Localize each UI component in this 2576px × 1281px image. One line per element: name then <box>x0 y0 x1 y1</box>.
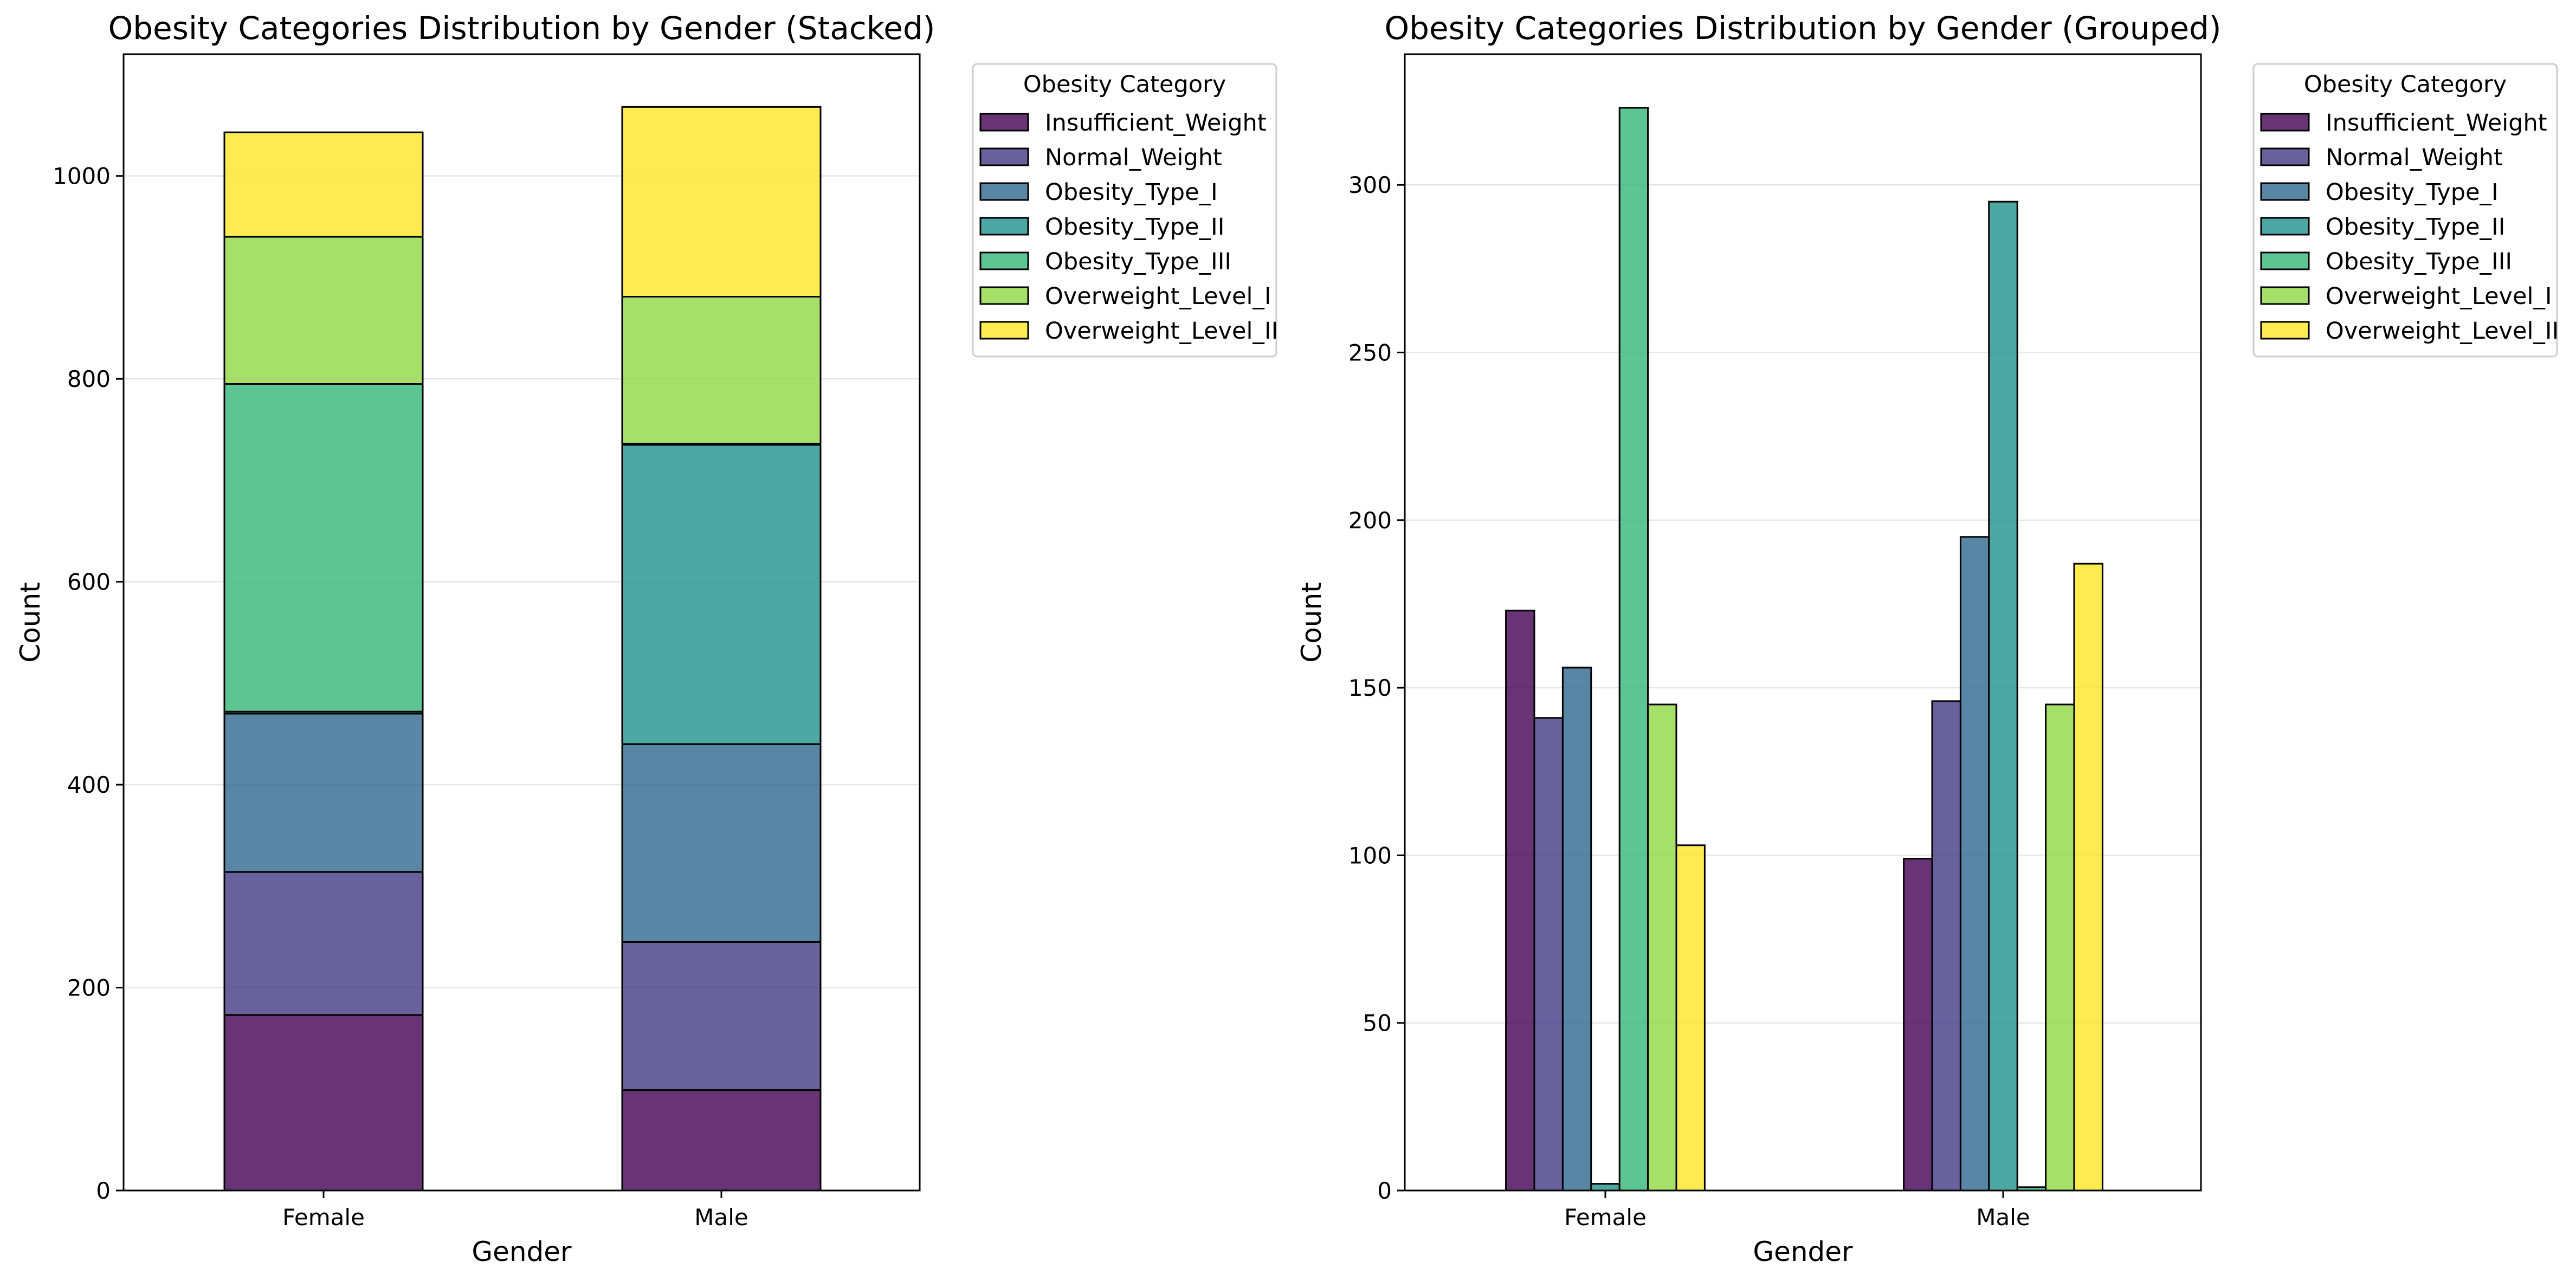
legend-label-insufficient-weight: Insufficient_Weight <box>2326 109 2547 137</box>
bar-male-overweight-level-ii <box>2073 562 2103 1192</box>
legend-label-normal-weight: Normal_Weight <box>2326 144 2503 171</box>
y-axis-label: Count <box>15 582 46 663</box>
legend-swatch-obesity-type-ii <box>2260 217 2310 236</box>
x-tick-label-female: Female <box>282 1204 365 1231</box>
legend-label-obesity-type-ii: Obesity_Type_II <box>1045 214 1224 241</box>
chart-panel-grouped: 0 50 100 150 200 250 300 Female Male Gender Count O… <box>1296 10 2559 1267</box>
bar-female-obesity-type-ii <box>1590 1183 1621 1192</box>
bar-male-normal-weight <box>621 941 822 1091</box>
bar-female-obesity-type-iii <box>1618 107 1649 1192</box>
legend-label-obesity-type-i: Obesity_Type_I <box>2326 179 2498 206</box>
legend-swatch-overweight-level-ii <box>979 321 1029 340</box>
y-tick-label: 800 <box>67 366 111 392</box>
legend-swatch-normal-weight <box>979 147 1029 166</box>
y-tick-label: 1000 <box>53 163 111 190</box>
bar-male-overweight-level-i <box>621 295 822 445</box>
y-tick-label: 200 <box>1348 507 1392 534</box>
bar-male-obesity-type-i <box>621 743 822 943</box>
y-tick-label: 600 <box>67 569 111 596</box>
legend-label-normal-weight: Normal_Weight <box>1045 144 1222 171</box>
y-tick-label: 100 <box>1348 842 1392 869</box>
bar-female-obesity-type-i <box>1561 667 1592 1192</box>
legend-title: Obesity Category <box>2304 71 2507 98</box>
bar-female-obesity-type-i <box>223 713 424 873</box>
legend-swatch-overweight-level-i <box>2260 286 2310 305</box>
legend-swatch-obesity-type-iii <box>979 251 1029 270</box>
y-tick-label: 300 <box>1348 172 1392 198</box>
y-tick-label: 50 <box>1363 1010 1392 1037</box>
y-tick-label: 150 <box>1348 675 1392 701</box>
legend-title: Obesity Category <box>1023 71 1226 98</box>
axes-frame <box>122 53 921 1192</box>
bar-female-overweight-level-ii <box>1675 844 1706 1192</box>
x-axis-label: Gender <box>1753 1236 1853 1267</box>
y-tick-label: 0 <box>96 1178 111 1204</box>
bar-male-obesity-type-ii <box>621 444 822 745</box>
legend-swatch-insufficient-weight <box>2260 113 2310 132</box>
axes-frame <box>1404 53 2202 1192</box>
legend-swatch-overweight-level-ii <box>2260 321 2310 340</box>
legend-label-obesity-type-ii: Obesity_Type_II <box>2326 214 2505 241</box>
bar-female-normal-weight <box>1533 717 1564 1192</box>
legend-label-overweight-level-i: Overweight_Level_I <box>1045 283 1271 310</box>
bar-female-overweight-level-i <box>1647 703 1677 1192</box>
bar-female-overweight-level-i <box>223 236 424 385</box>
x-tick-label-male: Male <box>694 1204 748 1231</box>
y-tick-label: 250 <box>1348 340 1392 366</box>
legend-frame <box>2252 63 2558 358</box>
chart-panel-stacked: 0 200 400 600 800 1000 Female Male Gender Count Ob… <box>15 10 1278 1267</box>
legend-swatch-obesity-type-i <box>979 182 1029 201</box>
bar-female-obesity-type-iii <box>223 383 424 713</box>
y-tick-label: 200 <box>67 975 111 1001</box>
legend-label-overweight-level-ii: Overweight_Level_II <box>1045 318 1278 345</box>
y-tick-label: 0 <box>1377 1178 1392 1204</box>
bar-female-insufficient-weight <box>223 1014 424 1192</box>
bar-female-normal-weight <box>223 871 424 1016</box>
bar-male-insufficient-weight <box>621 1089 822 1192</box>
chart-title: Obesity Categories Distribution by Gende… <box>108 10 935 47</box>
legend-label-insufficient-weight: Insufficient_Weight <box>1045 109 1267 137</box>
legend-swatch-normal-weight <box>2260 147 2310 166</box>
legend-label-overweight-level-ii: Overweight_Level_II <box>2326 318 2559 345</box>
legend-swatch-insufficient-weight <box>979 113 1029 132</box>
legend-label-obesity-type-iii: Obesity_Type_III <box>1045 248 1231 275</box>
x-tick-label-female: Female <box>1564 1204 1647 1231</box>
legend-swatch-overweight-level-i <box>979 286 1029 305</box>
bar-male-obesity-type-i <box>1959 536 1990 1192</box>
legend-frame <box>972 63 1277 358</box>
legend-swatch-obesity-type-ii <box>979 217 1029 236</box>
y-tick-label: 400 <box>67 772 111 798</box>
legend-swatch-obesity-type-i <box>2260 182 2310 201</box>
bar-male-obesity-type-ii <box>1988 200 2018 1192</box>
legend-label-obesity-type-iii: Obesity_Type_III <box>2326 248 2512 275</box>
bar-male-overweight-level-ii <box>621 106 822 297</box>
bar-female-insufficient-weight <box>1505 610 1535 1192</box>
bar-male-insufficient-weight <box>1903 858 1933 1192</box>
legend: Obesity Category Insufficient_Weight Norma… <box>972 63 1278 358</box>
x-axis-label: Gender <box>472 1236 572 1267</box>
bar-male-normal-weight <box>1931 700 1961 1192</box>
x-tick-label-male: Male <box>1976 1204 2030 1231</box>
bar-male-overweight-level-i <box>2045 703 2075 1192</box>
legend: Obesity Category Insufficient_Weight Norma… <box>2252 63 2559 358</box>
chart-title: Obesity Categories Distribution by Gende… <box>1385 10 2222 47</box>
bar-female-overweight-level-ii <box>223 131 424 238</box>
legend-swatch-obesity-type-iii <box>2260 251 2310 270</box>
legend-label-obesity-type-i: Obesity_Type_I <box>1045 179 1218 206</box>
legend-label-overweight-level-i: Overweight_Level_I <box>2326 283 2552 310</box>
y-axis-label: Count <box>1296 582 1327 663</box>
